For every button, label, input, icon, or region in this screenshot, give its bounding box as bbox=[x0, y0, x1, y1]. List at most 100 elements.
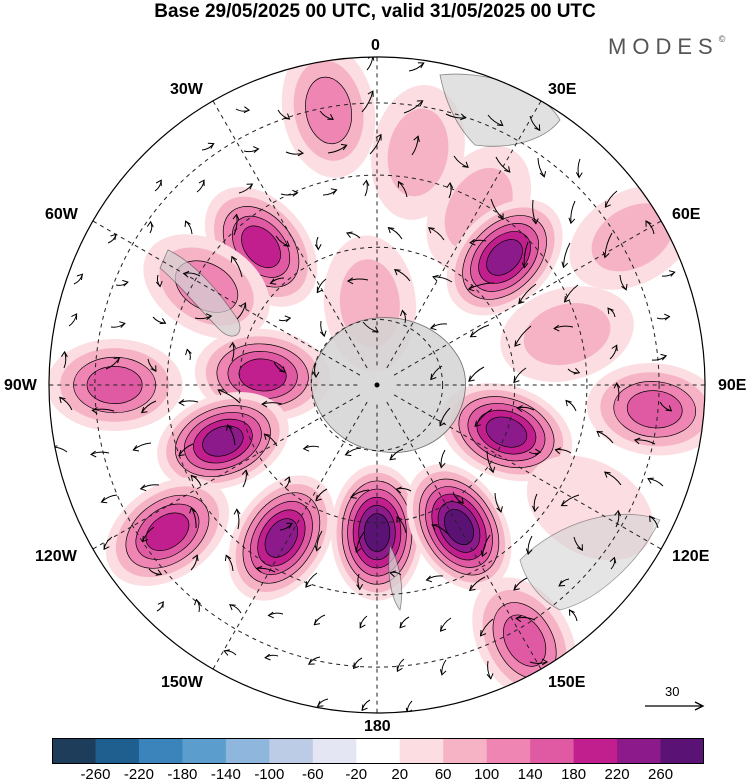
wind-vector-head bbox=[565, 399, 572, 407]
wind-vector-head bbox=[76, 273, 84, 281]
negative-anomaly bbox=[500, 286, 634, 382]
wind-vector-head bbox=[416, 100, 424, 107]
wind-vector-head bbox=[568, 609, 575, 616]
wind-vector-head bbox=[521, 262, 529, 269]
meridian-line bbox=[92, 394, 361, 550]
wind-vector-head bbox=[119, 321, 126, 328]
wind-vector bbox=[361, 90, 374, 113]
wind-vector-head bbox=[229, 341, 236, 349]
wind-vector-head bbox=[486, 673, 494, 680]
wind-vector-head bbox=[399, 621, 406, 629]
wind-vector-head bbox=[439, 625, 447, 632]
wind-vector-head bbox=[284, 315, 292, 323]
wind-vector-head bbox=[312, 371, 320, 378]
lon-label-150w: 150W bbox=[161, 674, 203, 691]
wind-vector-head bbox=[261, 400, 268, 408]
colorbar-segment bbox=[312, 738, 357, 764]
colorbar-tick-label: 220 bbox=[604, 766, 630, 783]
wind-vector-head bbox=[345, 231, 353, 238]
wind-vector-head bbox=[233, 508, 241, 515]
wind-vector-head bbox=[425, 575, 433, 583]
negative-anomaly bbox=[331, 464, 423, 601]
wind-vector-head bbox=[59, 396, 66, 404]
wind-vector-head bbox=[560, 500, 568, 507]
wind-vector bbox=[231, 256, 243, 278]
wind-vector-head bbox=[255, 565, 263, 573]
reference-vector-label: 30 bbox=[665, 684, 680, 699]
wind-vector-head bbox=[297, 149, 304, 157]
wind-vector bbox=[518, 283, 537, 304]
wind-vector-head bbox=[91, 407, 98, 415]
lon-label-90w: 90W bbox=[4, 377, 37, 394]
wind-vector-head bbox=[488, 466, 496, 474]
wind-vector bbox=[490, 198, 504, 220]
wind-vector-head bbox=[223, 649, 231, 656]
wind-vector-head bbox=[439, 669, 447, 676]
australia-landmass bbox=[519, 513, 661, 611]
wind-vector-head bbox=[305, 581, 312, 588]
south-pole-marker bbox=[374, 382, 380, 388]
wind-vector-head bbox=[431, 524, 438, 531]
lon-label-60w: 60W bbox=[45, 206, 78, 223]
antarctica-landmass bbox=[310, 317, 466, 453]
wind-vector-head bbox=[229, 604, 236, 611]
wind-vector-head bbox=[159, 318, 167, 325]
wind-vector-head bbox=[439, 419, 446, 427]
wind-vector-head bbox=[190, 474, 198, 482]
wind-vector bbox=[604, 471, 622, 486]
wind-vector-head bbox=[314, 544, 322, 552]
lon-label-120w: 120W bbox=[35, 548, 77, 565]
wind-vector bbox=[366, 57, 374, 71]
wind-vector-head bbox=[611, 344, 618, 352]
wind-vector-head bbox=[286, 522, 293, 529]
lon-label-150e: 150E bbox=[548, 674, 586, 691]
wind-vector-head bbox=[613, 382, 621, 389]
wind-vector-head bbox=[467, 284, 475, 292]
wind-vector bbox=[480, 618, 494, 636]
wind-vector-head bbox=[316, 700, 324, 707]
wind-vector-head bbox=[283, 113, 291, 120]
wind-vector bbox=[218, 389, 241, 404]
wind-vector-head bbox=[469, 238, 476, 246]
colorbar-tick-label: -180 bbox=[167, 766, 198, 783]
wind-vector-head bbox=[367, 90, 374, 97]
wind-vector-head bbox=[394, 269, 401, 276]
lon-label-30w: 30W bbox=[170, 81, 203, 98]
wind-vector bbox=[564, 284, 579, 303]
latitude-circle bbox=[94, 102, 660, 668]
wind-vector-head bbox=[263, 433, 271, 440]
wind-vector-head bbox=[178, 449, 185, 457]
wind-vector-head bbox=[468, 375, 475, 382]
wind-vector-head bbox=[515, 615, 522, 623]
wind-vector-head bbox=[243, 106, 251, 114]
wind-vector-head bbox=[269, 278, 277, 285]
wind-vector-head bbox=[224, 554, 232, 562]
wind-vector-head bbox=[346, 277, 354, 285]
meridian-line bbox=[393, 394, 662, 550]
wind-vector-head bbox=[100, 497, 108, 504]
wind-vector bbox=[523, 241, 529, 268]
wind-vector-head bbox=[602, 251, 610, 259]
wind-vector-head bbox=[314, 244, 322, 251]
colorbar-segment bbox=[269, 738, 314, 764]
meridian-line bbox=[386, 401, 542, 670]
wind-vector-head bbox=[534, 124, 541, 132]
wind-vector-head bbox=[513, 376, 520, 384]
wind-vector-head bbox=[232, 213, 240, 220]
wind-vector-head bbox=[575, 172, 583, 179]
colorbar-segment bbox=[356, 738, 401, 764]
modes-logo: MODES© bbox=[608, 34, 726, 59]
wind-vector-head bbox=[362, 179, 370, 187]
wind-vector-head bbox=[561, 261, 569, 269]
colorbar-tick-label: -220 bbox=[123, 766, 154, 783]
wind-vector bbox=[604, 232, 613, 258]
negative-anomaly bbox=[157, 392, 289, 491]
wind-vector-head bbox=[504, 166, 511, 173]
wind-vector-head bbox=[531, 218, 539, 225]
wind-vector-head bbox=[302, 444, 310, 452]
wind-vector bbox=[532, 199, 537, 224]
wind-vector-head bbox=[155, 280, 163, 288]
wind-vector-head bbox=[60, 350, 68, 358]
wind-vector-head bbox=[474, 420, 481, 427]
